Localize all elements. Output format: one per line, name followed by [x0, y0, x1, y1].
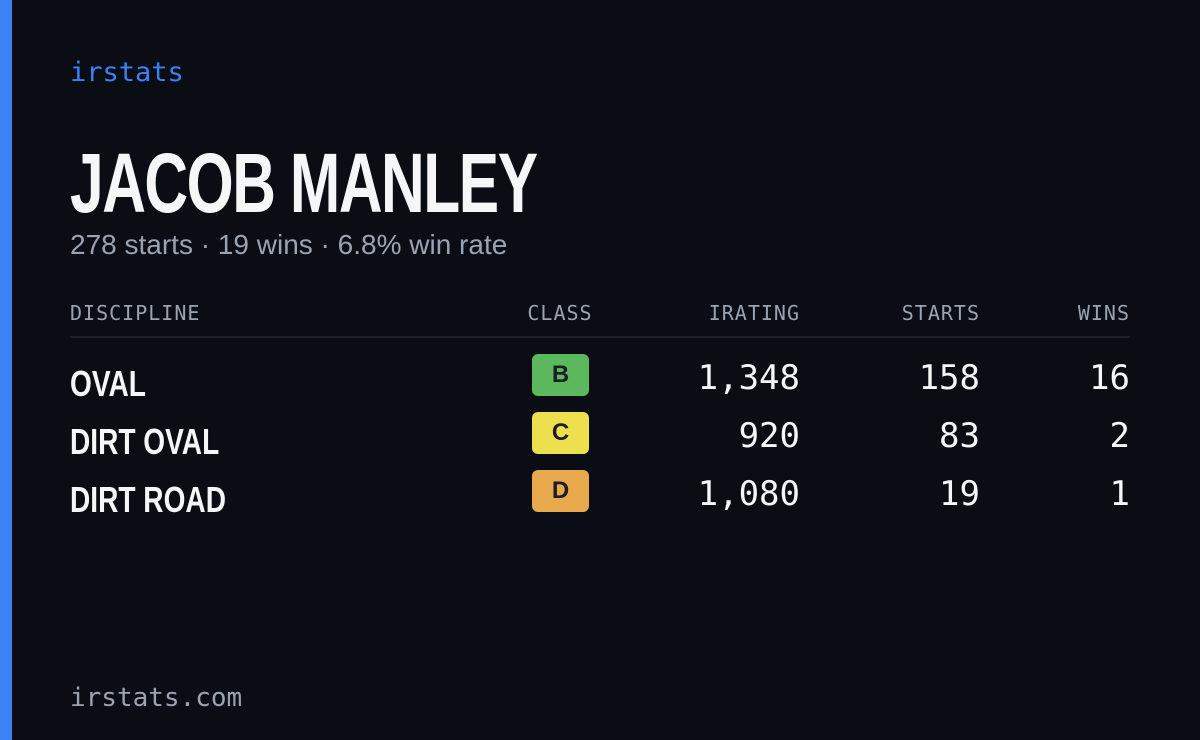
wins: 1: [1109, 474, 1130, 514]
irating: 920: [738, 416, 800, 456]
discipline: OVAL: [70, 363, 146, 404]
discipline: DIRT OVAL: [70, 421, 220, 462]
player-name: JACOB MANLEY: [70, 136, 538, 230]
starts: 158: [918, 358, 980, 398]
column-header: CLASS: [527, 301, 593, 325]
irating: 1,348: [697, 358, 800, 398]
column-header: STARTS: [901, 301, 980, 325]
wins: 2: [1109, 416, 1130, 456]
header-rule: [70, 336, 1130, 338]
column-header: WINS: [1077, 301, 1130, 325]
column-header: DISCIPLINE: [70, 301, 201, 325]
starts: 19: [939, 474, 980, 514]
brand[interactable]: irstats: [70, 57, 184, 88]
footer[interactable]: irstats.com: [70, 683, 243, 713]
class-badge: C: [532, 412, 589, 454]
column-header: IRATING: [708, 301, 800, 325]
player-summary: 278 starts · 19 wins · 6.8% win rate: [70, 229, 508, 260]
discipline: DIRT ROAD: [70, 479, 226, 520]
irating: 1,080: [697, 474, 800, 514]
accent-bar: [0, 0, 12, 740]
starts: 83: [939, 416, 980, 456]
wins: 16: [1089, 358, 1130, 398]
class-badge: D: [532, 470, 589, 512]
class-badge: B: [532, 354, 589, 396]
